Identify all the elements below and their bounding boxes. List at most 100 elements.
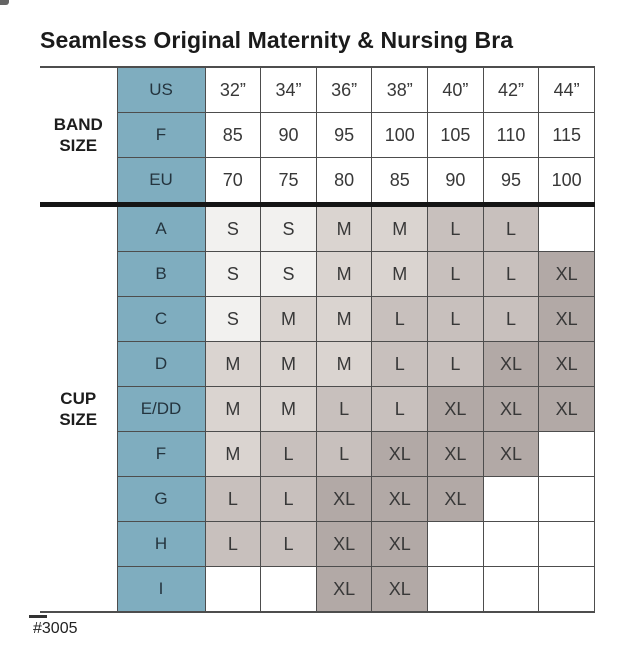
size-cell-m: M: [315, 341, 373, 387]
size-cell-xl: XL: [427, 386, 484, 432]
empty-size-cell: [538, 431, 595, 477]
band-row-f: F 85 90 95 100 105 110 115: [40, 112, 595, 158]
band-value-cell: 95: [315, 112, 373, 158]
size-cell-xl: XL: [371, 521, 429, 567]
cup-row-header-c: C: [116, 296, 206, 342]
cup-size-group-label: CUP SIZE: [40, 202, 117, 613]
band-value-cell: 100: [538, 157, 595, 207]
size-cell-s: S: [204, 296, 262, 342]
size-cell-m: M: [315, 296, 373, 342]
size-cell-l: L: [427, 341, 484, 387]
size-cell-l: L: [427, 251, 484, 297]
size-cell-xl: XL: [538, 341, 595, 387]
size-cell-l: L: [482, 251, 540, 297]
size-cell-xl: XL: [482, 386, 540, 432]
cup-row-header-d: D: [116, 341, 206, 387]
size-cell-xl: XL: [315, 566, 373, 613]
size-cell-m: M: [371, 251, 429, 297]
size-cell-m: M: [260, 341, 317, 387]
band-value-cell: 85: [204, 112, 262, 158]
band-value-cell: 75: [260, 157, 317, 207]
size-cell-xl: XL: [371, 431, 429, 477]
size-cell-l: L: [427, 204, 484, 252]
empty-size-cell: [260, 566, 317, 613]
cup-row-header-b: B: [116, 251, 206, 297]
band-value-cell: 70: [204, 157, 262, 207]
cup-row-c: C S M M L L L XL: [40, 296, 595, 342]
band-value-cell: 36”: [315, 66, 373, 113]
size-cell-l: L: [204, 521, 262, 567]
cup-row-e-dd: E/DD M M L L XL XL XL: [40, 386, 595, 432]
cup-row-d: D M M M L L XL XL: [40, 341, 595, 387]
size-chart-table: BAND SIZE US 32” 34” 36” 38” 40” 42” 44” F 85 90 95 1…: [40, 66, 595, 613]
band-value-cell: 44”: [538, 66, 595, 113]
size-cell-xl: XL: [482, 431, 540, 477]
size-cell-xl: XL: [538, 386, 595, 432]
band-value-cell: 105: [427, 112, 484, 158]
band-value-cell: 80: [315, 157, 373, 207]
page-title: Seamless Original Maternity & Nursing Br…: [40, 27, 514, 53]
empty-size-cell: [482, 476, 540, 522]
size-cell-xl: XL: [371, 476, 429, 522]
band-value-cell: 38”: [371, 66, 429, 113]
size-cell-m: M: [204, 386, 262, 432]
size-cell-xl: XL: [315, 476, 373, 522]
empty-size-cell: [538, 521, 595, 567]
scan-artifact-dash: [29, 615, 47, 618]
size-cell-l: L: [482, 296, 540, 342]
band-value-cell: 85: [371, 157, 429, 207]
size-cell-s: S: [204, 251, 262, 297]
size-cell-l: L: [260, 476, 317, 522]
size-cell-s: S: [260, 204, 317, 252]
size-cell-l: L: [482, 204, 540, 252]
empty-size-cell: [427, 566, 484, 613]
band-value-cell: 90: [260, 112, 317, 158]
cup-row-header-h: H: [116, 521, 206, 567]
size-cell-m: M: [204, 341, 262, 387]
band-value-cell: 100: [371, 112, 429, 158]
size-cell-s: S: [204, 204, 262, 252]
band-row-eu: EU 70 75 80 85 90 95 100: [40, 157, 595, 207]
size-chart-body: BAND SIZE US 32” 34” 36” 38” 40” 42” 44” F 85 90 95 1…: [40, 66, 595, 613]
cup-row-h: H L L XL XL: [40, 521, 595, 567]
band-size-group-label: BAND SIZE: [40, 66, 117, 207]
cup-row-a: CUP SIZE A S S M M L L: [40, 202, 595, 613]
size-cell-xl: XL: [427, 476, 484, 522]
cup-row-header-f: F: [116, 431, 206, 477]
size-cell-l: L: [371, 296, 429, 342]
cup-row-header-a: A: [116, 204, 206, 252]
size-cell-xl: XL: [538, 296, 595, 342]
empty-size-cell: [427, 521, 484, 567]
size-cell-m: M: [315, 251, 373, 297]
size-cell-l: L: [315, 431, 373, 477]
cup-row-i: I XL XL: [40, 566, 595, 613]
size-cell-xl: XL: [371, 566, 429, 613]
size-cell-xl: XL: [538, 251, 595, 297]
band-value-cell: 95: [482, 157, 540, 207]
band-value-cell: 110: [482, 112, 540, 158]
cup-row-header-i: I: [116, 566, 206, 613]
cup-row-b: B S S M M L L XL: [40, 251, 595, 297]
size-cell-l: L: [371, 386, 429, 432]
band-row-header-us: US: [116, 66, 206, 113]
size-cell-m: M: [260, 386, 317, 432]
band-value-cell: 34”: [260, 66, 317, 113]
empty-size-cell: [204, 566, 262, 613]
scan-artifact-mark: [0, 0, 9, 5]
size-cell-l: L: [315, 386, 373, 432]
band-value-cell: 115: [538, 112, 595, 158]
size-cell-xl: XL: [427, 431, 484, 477]
cup-row-f: F M L L XL XL XL: [40, 431, 595, 477]
empty-size-cell: [482, 566, 540, 613]
size-cell-m: M: [315, 204, 373, 252]
product-code: #3005: [33, 620, 78, 637]
size-cell-l: L: [427, 296, 484, 342]
cup-row-header-e-dd: E/DD: [116, 386, 206, 432]
empty-size-cell: [538, 476, 595, 522]
size-cell-m: M: [204, 431, 262, 477]
size-cell-m: M: [371, 204, 429, 252]
band-value-cell: 40”: [427, 66, 484, 113]
band-row-header-eu: EU: [116, 157, 206, 207]
size-cell-l: L: [371, 341, 429, 387]
